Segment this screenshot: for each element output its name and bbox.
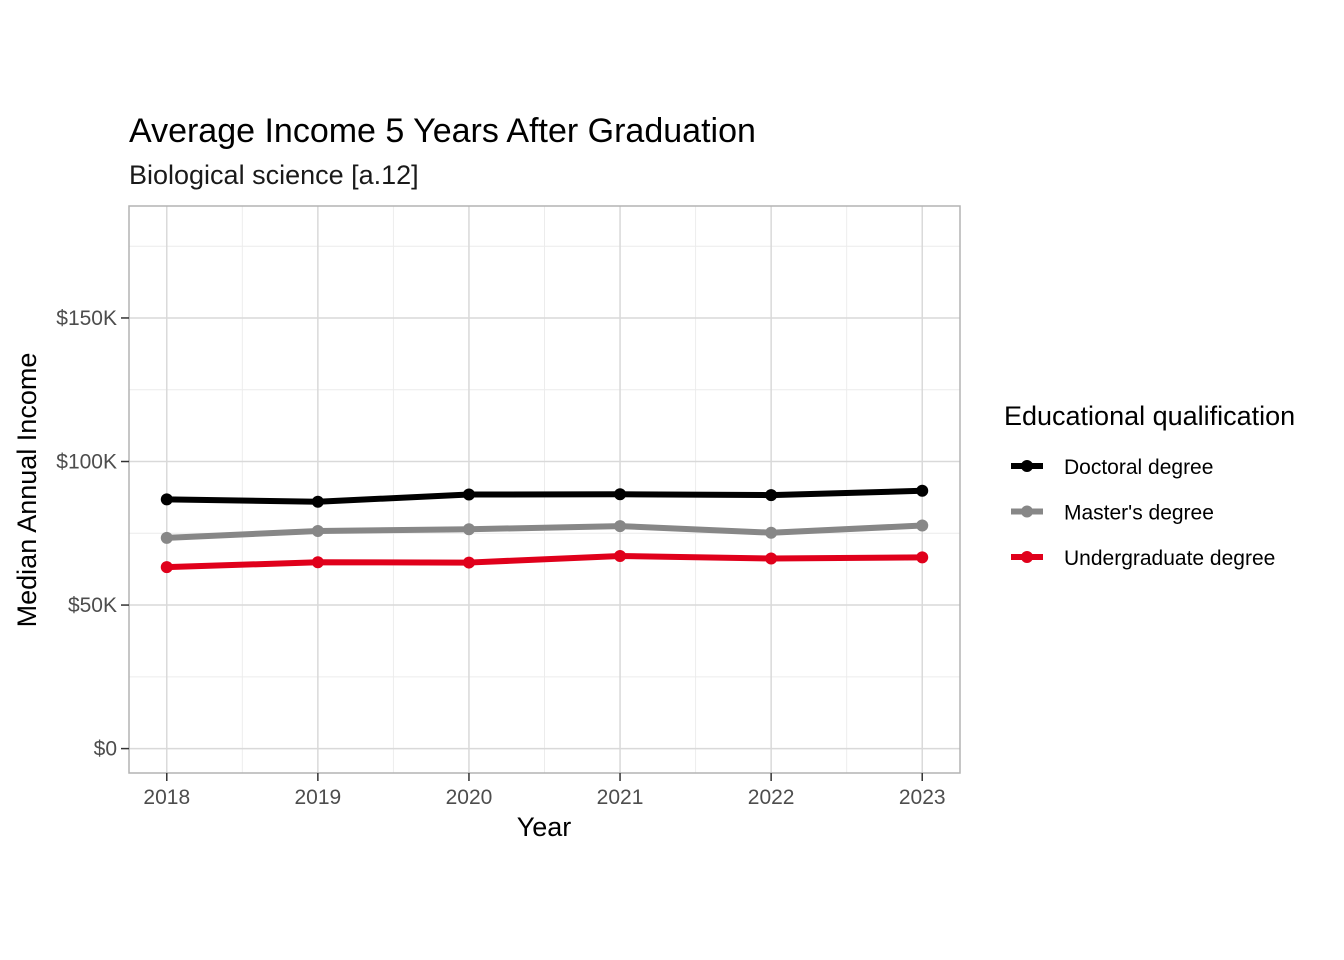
data-point [614, 520, 627, 533]
data-point [311, 556, 324, 569]
legend-label: Master's degree [1064, 502, 1214, 525]
y-tick-label: $0 [94, 738, 117, 761]
data-point [916, 519, 929, 532]
legend-label: Undergraduate degree [1064, 547, 1275, 570]
y-tick-label: $150K [56, 307, 117, 330]
x-tick-label: 2022 [748, 786, 795, 809]
plot-panel-border [128, 205, 961, 774]
x-tick-label: 2019 [295, 786, 342, 809]
legend-title: Educational qualification [1004, 401, 1295, 431]
data-point [160, 561, 173, 574]
data-point [462, 523, 475, 536]
data-point [765, 552, 778, 565]
x-tick-label: 2020 [446, 786, 493, 809]
x-tick-label: 2023 [899, 786, 946, 809]
series-line-0 [163, 487, 926, 505]
data-point [311, 495, 324, 508]
y-tick-label: $50K [68, 594, 117, 617]
data-point [916, 551, 929, 564]
data-point [916, 484, 929, 497]
x-tick-label: 2018 [143, 786, 190, 809]
data-point [765, 526, 778, 539]
x-tick-label: 2021 [597, 786, 644, 809]
series-line-1 [163, 522, 926, 541]
series-lines [160, 484, 929, 574]
y-tick-label: $100K [56, 451, 117, 474]
data-point [765, 489, 778, 502]
chart-subtitle: Biological science [a.12] [129, 160, 419, 190]
legend: Doctoral degree Master's degree Undergradu… [1011, 456, 1275, 570]
grid-lines [129, 206, 960, 773]
x-axis-label: Year [517, 812, 572, 842]
data-point [462, 488, 475, 501]
data-point [160, 531, 173, 544]
chart-title: Average Income 5 Years After Graduation [129, 112, 756, 150]
axis-ticks: $0 $50K $100K $150K 2018 2019 2020 2021 2022 2023 [56, 307, 945, 809]
data-point [311, 524, 324, 537]
series-line-2 [163, 552, 926, 571]
data-point [614, 488, 627, 501]
y-axis-label: Median Annual Income [12, 353, 42, 628]
data-point [614, 549, 627, 562]
legend-label: Doctoral degree [1064, 456, 1213, 479]
legend-key-point [1021, 460, 1033, 472]
data-point [160, 493, 173, 506]
data-point [462, 556, 475, 569]
legend-key-point [1021, 505, 1033, 518]
legend-key-point [1021, 551, 1033, 563]
